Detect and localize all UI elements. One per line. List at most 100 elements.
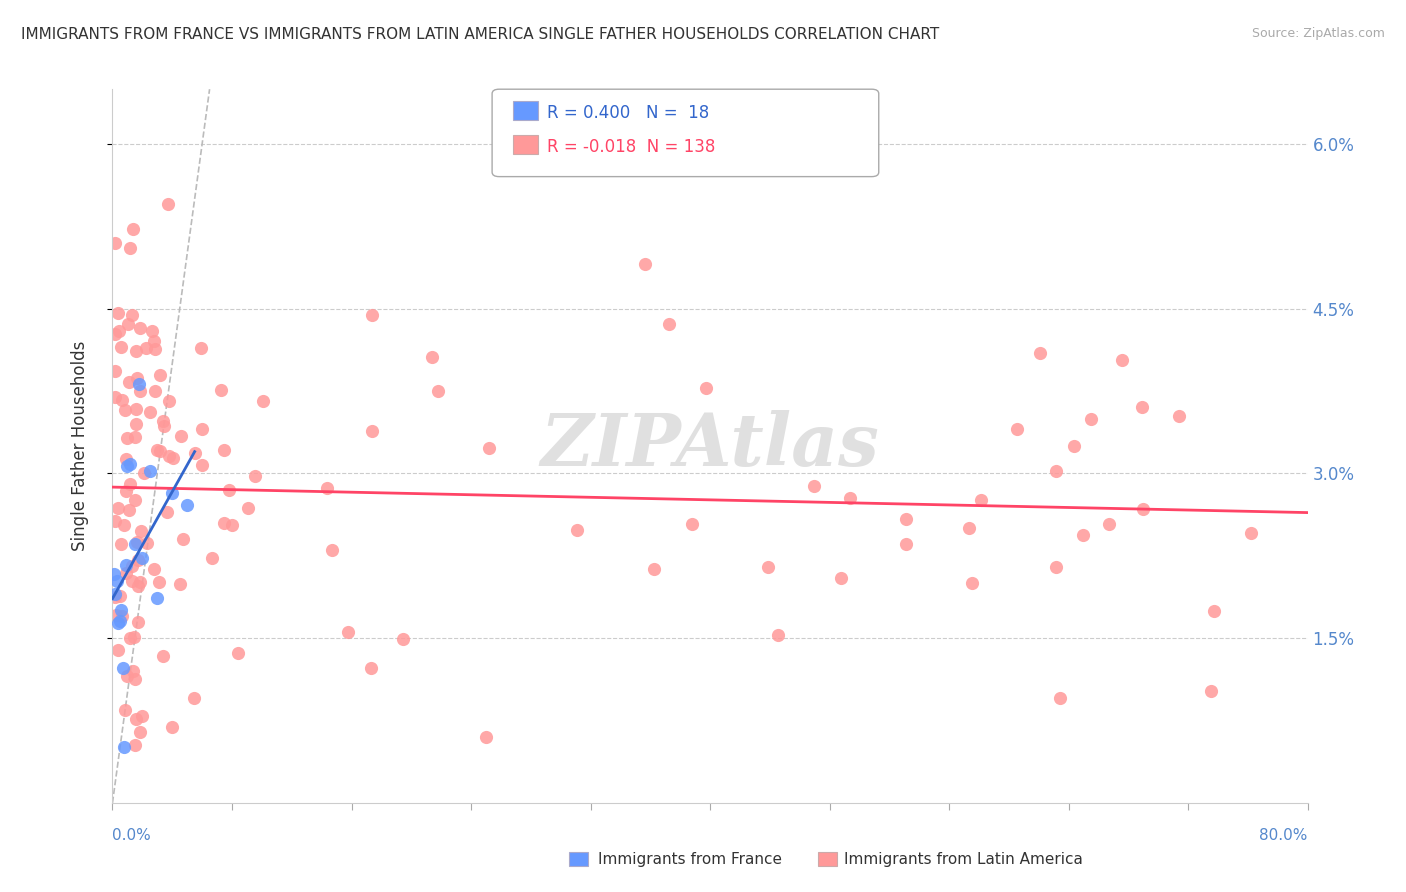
Point [756, 559, 779, 574]
Point [157, 449, 180, 463]
Point [201, 551, 224, 566]
Point [478, 441, 501, 455]
Point [190, 341, 212, 355]
Point [111, 392, 134, 407]
Point [129, 575, 152, 590]
Point [125, 535, 148, 549]
Point [1098, 517, 1121, 532]
Point [131, 709, 153, 723]
Point [103, 567, 125, 582]
Point [1045, 559, 1067, 574]
Point [360, 660, 382, 674]
Point [634, 257, 657, 271]
Point [124, 537, 146, 551]
Point [135, 536, 157, 550]
Point [115, 431, 138, 445]
Point [118, 241, 141, 255]
Point [146, 591, 169, 605]
Point [118, 375, 141, 389]
Point [316, 481, 339, 495]
Point [121, 558, 143, 573]
Point [114, 740, 135, 755]
Point [1201, 683, 1223, 698]
Point [125, 712, 148, 726]
Text: 0.0%: 0.0% [112, 828, 152, 843]
Point [124, 492, 146, 507]
Point [125, 417, 148, 431]
Point [125, 401, 148, 416]
Point [108, 324, 131, 338]
Point [191, 422, 214, 436]
Point [170, 429, 193, 443]
Point [153, 419, 176, 434]
Point [118, 503, 141, 517]
Point [127, 553, 149, 567]
Point [104, 364, 127, 378]
Point [1049, 691, 1071, 706]
Point [243, 468, 266, 483]
Point [212, 516, 235, 531]
Point [695, 381, 717, 395]
Point [141, 324, 163, 338]
Point [766, 628, 789, 642]
Point [122, 665, 145, 679]
Point [148, 575, 170, 590]
Point [149, 368, 172, 383]
Text: Immigrants from Latin America: Immigrants from Latin America [844, 852, 1083, 867]
Point [124, 738, 146, 752]
Point [120, 477, 142, 491]
Point [160, 720, 183, 734]
Text: Immigrants from France: Immigrants from France [598, 852, 782, 867]
Point [565, 523, 588, 537]
Point [427, 384, 450, 398]
Point [226, 646, 249, 660]
Point [162, 486, 183, 500]
Point [104, 236, 127, 251]
Point [184, 446, 207, 460]
Point [107, 615, 129, 630]
Point [169, 577, 191, 591]
Point [128, 376, 150, 391]
Point [134, 466, 156, 480]
Point [149, 444, 172, 458]
Point [114, 566, 136, 580]
Point [1029, 346, 1052, 360]
Point [218, 483, 240, 497]
Point [139, 464, 162, 478]
Point [105, 574, 128, 588]
Point [131, 551, 153, 566]
Point [122, 630, 145, 644]
Point [107, 642, 129, 657]
Point [475, 731, 498, 745]
Point [146, 442, 169, 457]
Point [143, 384, 166, 398]
Point [107, 306, 129, 320]
Y-axis label: Single Father Households: Single Father Households [70, 341, 89, 551]
Point [1080, 412, 1102, 426]
Point [236, 501, 259, 516]
Text: Source: ZipAtlas.com: Source: ZipAtlas.com [1251, 27, 1385, 40]
Point [114, 402, 136, 417]
Point [143, 334, 166, 349]
Point [104, 591, 127, 605]
Point [643, 562, 665, 576]
Point [110, 340, 132, 354]
Point [152, 414, 174, 428]
Point [176, 498, 198, 512]
Text: R = -0.018  N = 138: R = -0.018 N = 138 [547, 138, 716, 156]
Point [658, 317, 681, 331]
Point [420, 350, 443, 364]
Point [221, 518, 243, 533]
Point [117, 458, 139, 473]
Point [960, 575, 983, 590]
Point [139, 405, 162, 419]
Point [127, 579, 149, 593]
Text: ZIPAtlas: ZIPAtlas [541, 410, 879, 482]
Point [957, 520, 980, 534]
Point [152, 648, 174, 663]
Point [162, 451, 184, 466]
Point [156, 506, 179, 520]
Point [183, 691, 205, 706]
Point [361, 424, 384, 438]
Point [129, 321, 152, 335]
